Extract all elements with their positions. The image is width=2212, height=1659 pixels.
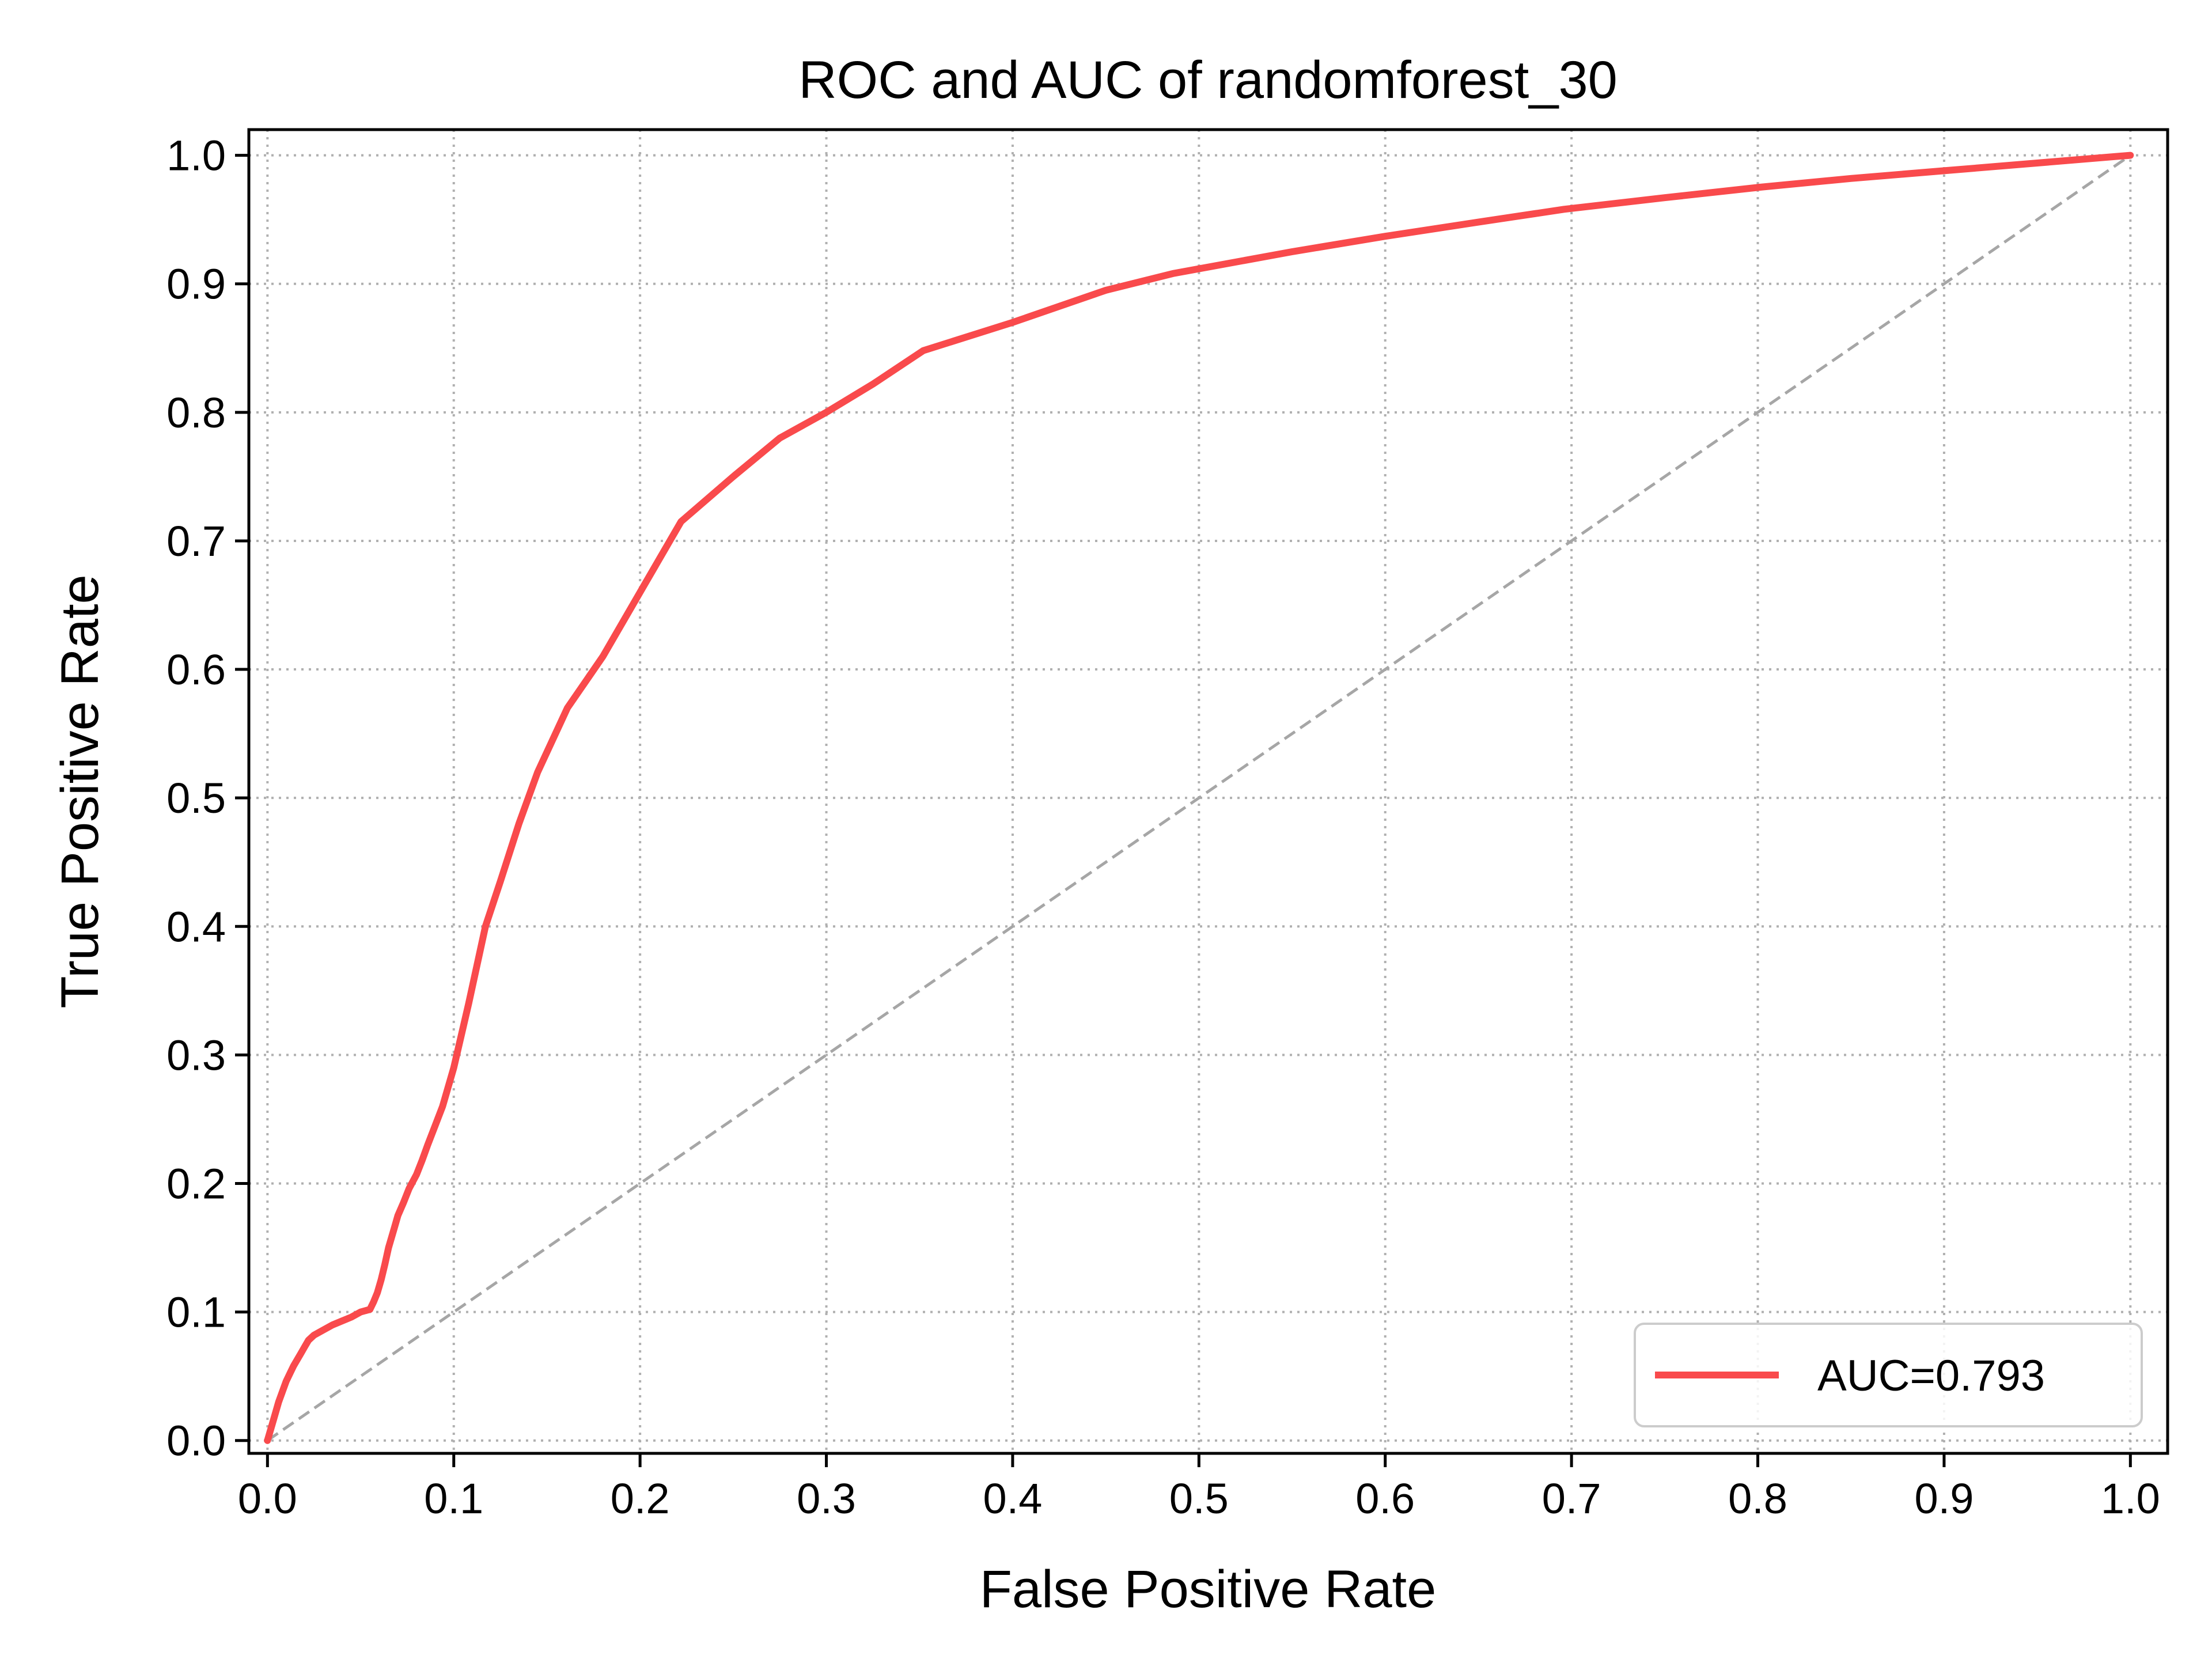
y-tick-label: 0.9 (166, 260, 226, 308)
y-tick-label: 0.8 (166, 389, 226, 437)
x-tick-label: 0.6 (1355, 1475, 1415, 1522)
y-tick-label: 0.3 (166, 1031, 226, 1079)
legend-label: AUC=0.793 (1817, 1351, 2045, 1400)
x-tick-label: 1.0 (2101, 1475, 2160, 1522)
x-tick-label: 0.5 (1169, 1475, 1229, 1522)
x-tick-label: 0.3 (797, 1475, 856, 1522)
chance-diagonal-line (266, 154, 2131, 1442)
x-tick-label: 0.1 (424, 1475, 483, 1522)
x-tick-label: 0.9 (1914, 1475, 1974, 1522)
y-tick-label: 0.4 (166, 903, 226, 950)
x-tick-label: 0.2 (611, 1475, 670, 1522)
y-tick-label: 0.5 (166, 774, 226, 822)
y-tick-label: 0.7 (166, 517, 226, 565)
roc-series-group (264, 151, 2134, 1444)
roc-curve-line (264, 151, 2134, 1444)
x-axis-label: False Positive Rate (980, 1560, 1437, 1619)
y-axis-ticks: 0.0 0.1 0.2 0.3 0.4 0.5 0.6 0.7 0.8 0.9 1.0 (166, 132, 249, 1465)
y-tick-label: 1.0 (166, 132, 226, 180)
y-tick-label: 0.2 (166, 1160, 226, 1207)
plot-frame (247, 128, 2169, 1455)
chart-title: ROC and AUC of randomforest_30 (798, 51, 1618, 109)
x-tick-label: 0.8 (1728, 1475, 1787, 1522)
y-tick-label: 0.0 (166, 1417, 226, 1465)
x-tick-label: 0.7 (1542, 1475, 1601, 1522)
y-tick-label: 0.1 (166, 1289, 226, 1336)
x-tick-label: 0.4 (983, 1475, 1042, 1522)
legend-box (1634, 1323, 2143, 1427)
y-axis-label: True Positive Rate (51, 574, 109, 1008)
reference-diagonal (266, 154, 2131, 1442)
y-tick-label: 0.6 (166, 646, 226, 694)
grid-lines (249, 130, 2168, 1453)
x-axis-ticks: 0.0 0.1 0.2 0.3 0.4 0.5 0.6 0.7 0.8 0.9 1.0 (238, 1453, 2160, 1522)
legend: AUC=0.793 (1634, 1323, 2143, 1427)
x-tick-label: 0.0 (238, 1475, 297, 1522)
